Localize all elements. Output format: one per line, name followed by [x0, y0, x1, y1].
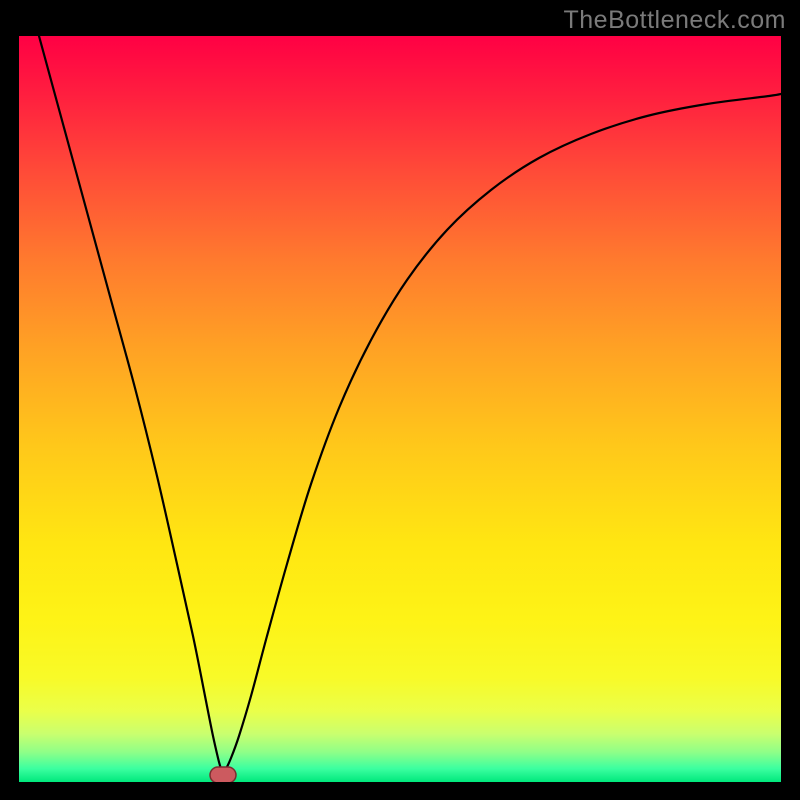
plot-area	[19, 36, 781, 782]
watermark-text: TheBottleneck.com	[564, 6, 787, 35]
curve-layer	[19, 36, 781, 782]
curve-path	[39, 36, 781, 774]
minimum-marker	[210, 767, 236, 782]
